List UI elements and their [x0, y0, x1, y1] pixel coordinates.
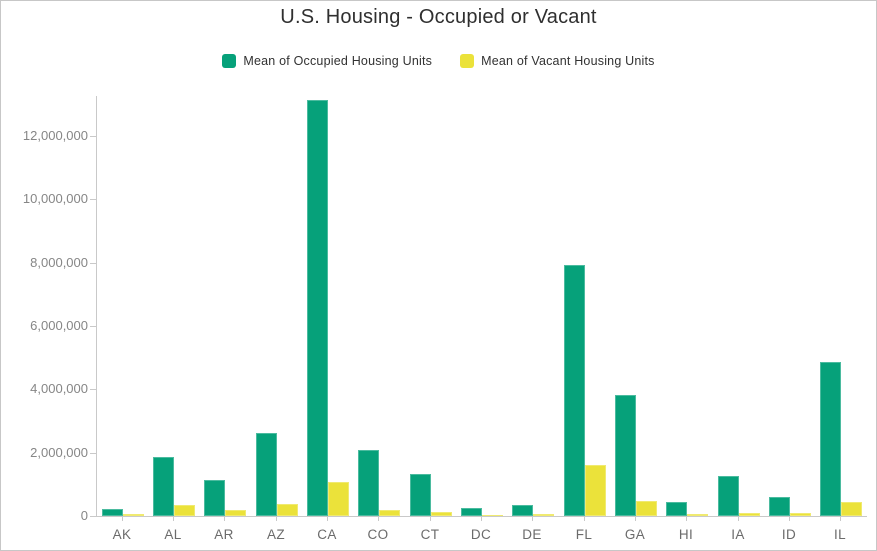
bar-vacant-ct[interactable] — [431, 512, 452, 516]
bar-occupied-hi[interactable] — [666, 502, 687, 516]
legend-label-vacant: Mean of Vacant Housing Units — [481, 54, 655, 68]
x-tick-label-dc: DC — [470, 527, 492, 542]
bar-vacant-az[interactable] — [277, 504, 298, 516]
x-tick — [122, 517, 123, 521]
y-tick-label: 6,000,000 — [30, 318, 88, 333]
bar-vacant-fl[interactable] — [585, 465, 606, 516]
x-tick — [584, 517, 585, 521]
x-tick-label-hi: HI — [678, 527, 694, 542]
bar-occupied-dc[interactable] — [461, 508, 482, 516]
bar-occupied-ct[interactable] — [410, 474, 431, 516]
y-tick — [90, 516, 97, 517]
x-tick-label-co: CO — [367, 527, 389, 542]
x-tick-label-ca: CA — [317, 527, 337, 542]
x-tick-label-fl: FL — [575, 527, 593, 542]
x-tick-label-ga: GA — [624, 527, 646, 542]
legend: Mean of Occupied Housing Units Mean of V… — [1, 54, 876, 68]
bar-occupied-az[interactable] — [256, 433, 277, 516]
bar-occupied-id[interactable] — [769, 497, 790, 516]
x-tick — [327, 517, 328, 521]
bar-vacant-al[interactable] — [174, 505, 195, 516]
y-tick — [90, 326, 97, 327]
y-tick-label: 8,000,000 — [30, 255, 88, 270]
x-tick — [173, 517, 174, 521]
bar-vacant-id[interactable] — [790, 513, 811, 516]
x-tick-label-ar: AR — [214, 527, 234, 542]
x-tick — [686, 517, 687, 521]
bar-occupied-fl[interactable] — [564, 265, 585, 516]
bar-occupied-il[interactable] — [820, 362, 841, 516]
legend-item-occupied[interactable]: Mean of Occupied Housing Units — [222, 54, 432, 68]
x-tick — [378, 517, 379, 521]
bar-occupied-ia[interactable] — [718, 476, 739, 516]
y-tick — [90, 453, 97, 454]
bar-vacant-il[interactable] — [841, 502, 862, 516]
bar-occupied-de[interactable] — [512, 505, 533, 516]
x-tick — [224, 517, 225, 521]
y-tick — [90, 389, 97, 390]
x-tick — [840, 517, 841, 521]
x-tick — [276, 517, 277, 521]
x-tick — [430, 517, 431, 521]
bar-vacant-co[interactable] — [379, 510, 400, 516]
x-tick — [738, 517, 739, 521]
y-tick — [90, 199, 97, 200]
x-tick-label-id: ID — [781, 527, 797, 542]
bar-occupied-ar[interactable] — [204, 480, 225, 516]
x-tick — [635, 517, 636, 521]
bar-vacant-ca[interactable] — [328, 482, 349, 516]
x-tick-label-ia: IA — [731, 527, 745, 542]
x-tick-label-ct: CT — [420, 527, 440, 542]
bar-vacant-hi[interactable] — [687, 514, 708, 516]
legend-label-occupied: Mean of Occupied Housing Units — [243, 54, 433, 68]
y-tick-label: 12,000,000 — [22, 128, 88, 143]
bar-vacant-dc[interactable] — [482, 515, 503, 516]
x-tick — [789, 517, 790, 521]
x-tick-label-al: AL — [164, 527, 182, 542]
bar-vacant-ar[interactable] — [225, 510, 246, 516]
legend-swatch-occupied-icon — [222, 54, 237, 68]
chart-title: U.S. Housing - Occupied or Vacant — [280, 6, 597, 28]
bar-occupied-co[interactable] — [358, 450, 379, 516]
bar-occupied-al[interactable] — [153, 457, 174, 516]
x-tick-label-az: AZ — [266, 527, 286, 542]
bar-occupied-ak[interactable] — [102, 509, 123, 516]
y-tick-label: 2,000,000 — [30, 445, 88, 460]
x-tick-label-il: IL — [833, 527, 847, 542]
legend-swatch-vacant-icon — [460, 54, 475, 68]
y-tick-label: 0 — [80, 508, 88, 523]
x-tick-label-ak: AK — [112, 527, 132, 542]
x-tick — [532, 517, 533, 521]
y-tick — [90, 263, 97, 264]
x-tick — [481, 517, 482, 521]
bar-occupied-ca[interactable] — [307, 100, 328, 516]
y-tick — [90, 136, 97, 137]
legend-item-vacant[interactable]: Mean of Vacant Housing Units — [460, 54, 655, 68]
y-tick-label: 10,000,000 — [22, 191, 88, 206]
x-axis-line — [96, 516, 867, 517]
bar-vacant-ga[interactable] — [636, 501, 657, 516]
bar-vacant-ia[interactable] — [739, 513, 760, 516]
bar-vacant-de[interactable] — [533, 514, 554, 516]
y-axis-line — [96, 96, 97, 517]
bar-occupied-ga[interactable] — [615, 395, 636, 516]
plot-area — [97, 96, 867, 516]
y-tick-label: 4,000,000 — [30, 381, 88, 396]
x-tick-label-de: DE — [522, 527, 542, 542]
bar-vacant-ak[interactable] — [123, 514, 144, 516]
